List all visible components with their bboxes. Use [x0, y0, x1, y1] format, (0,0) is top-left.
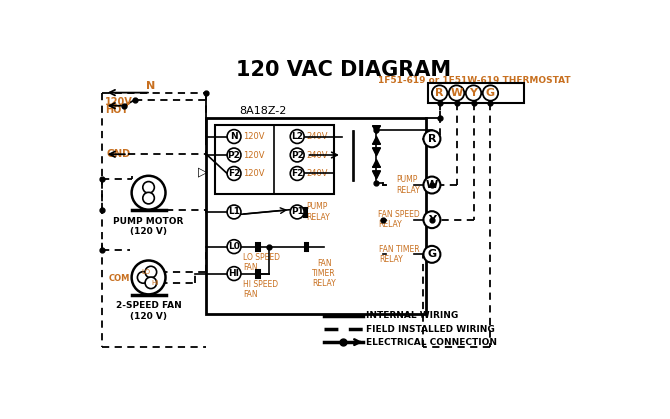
Text: G: G: [486, 88, 495, 98]
Polygon shape: [373, 137, 381, 144]
Text: N: N: [230, 132, 238, 141]
Text: 120V: 120V: [105, 97, 133, 107]
Text: R: R: [436, 88, 444, 98]
Circle shape: [483, 85, 498, 101]
Text: Y: Y: [470, 88, 478, 98]
Text: PUMP
RELAY: PUMP RELAY: [306, 202, 330, 222]
Circle shape: [290, 148, 304, 162]
Text: FAN TIMER
RELAY: FAN TIMER RELAY: [379, 245, 419, 264]
Text: 120V: 120V: [243, 150, 265, 160]
Text: F2: F2: [291, 169, 304, 178]
Polygon shape: [373, 126, 381, 133]
Text: ELECTRICAL CONNECTION: ELECTRICAL CONNECTION: [366, 338, 497, 347]
Circle shape: [227, 129, 241, 143]
Text: FAN
TIMER
RELAY: FAN TIMER RELAY: [312, 259, 336, 288]
Text: N: N: [146, 81, 155, 91]
Text: 8A18Z-2: 8A18Z-2: [239, 106, 286, 116]
Text: PUMP MOTOR
(120 V): PUMP MOTOR (120 V): [113, 217, 184, 236]
Text: LO: LO: [142, 269, 151, 275]
Text: PUMP
RELAY: PUMP RELAY: [396, 175, 419, 195]
Circle shape: [227, 166, 241, 181]
Text: 1F51-619 or 1F51W-619 THERMOSTAT: 1F51-619 or 1F51W-619 THERMOSTAT: [378, 76, 571, 85]
Circle shape: [432, 85, 448, 101]
Text: ▷: ▷: [198, 166, 207, 178]
Text: HI: HI: [152, 280, 159, 286]
Circle shape: [137, 272, 149, 283]
Circle shape: [227, 148, 241, 162]
Circle shape: [423, 130, 440, 147]
Text: F2: F2: [228, 169, 241, 178]
Text: 2-SPEED FAN
(120 V): 2-SPEED FAN (120 V): [116, 301, 182, 321]
Polygon shape: [373, 148, 381, 156]
Circle shape: [290, 129, 304, 143]
Text: 120V: 120V: [243, 169, 265, 178]
Text: 120V: 120V: [243, 132, 265, 141]
Text: R: R: [427, 134, 436, 144]
Circle shape: [423, 176, 440, 194]
Text: HI SPEED
FAN: HI SPEED FAN: [243, 280, 279, 299]
Text: HI: HI: [228, 269, 240, 278]
Text: L1: L1: [228, 207, 240, 217]
Text: 240V: 240V: [306, 150, 328, 160]
Text: L2: L2: [291, 132, 303, 141]
Text: Y: Y: [428, 215, 436, 225]
Text: G: G: [427, 249, 436, 259]
Polygon shape: [373, 160, 381, 167]
Text: FAN SPEED
RELAY: FAN SPEED RELAY: [378, 210, 419, 229]
Text: P1: P1: [291, 207, 304, 217]
Text: L0: L0: [228, 242, 240, 251]
Circle shape: [423, 211, 440, 228]
Text: 120 VAC DIAGRAM: 120 VAC DIAGRAM: [236, 60, 451, 80]
Circle shape: [290, 205, 304, 219]
Circle shape: [131, 176, 165, 210]
Bar: [428, 83, 525, 103]
Text: W: W: [450, 88, 463, 98]
Bar: [215, 125, 334, 194]
Polygon shape: [373, 171, 381, 179]
Text: 240V: 240V: [306, 169, 328, 178]
Text: COM: COM: [109, 274, 130, 283]
Circle shape: [131, 261, 165, 295]
Text: INTERNAL WIRING: INTERNAL WIRING: [366, 311, 459, 321]
Text: FIELD INSTALLED WIRING: FIELD INSTALLED WIRING: [366, 325, 495, 334]
Text: W: W: [426, 180, 438, 190]
Bar: [206, 118, 425, 314]
Text: P2: P2: [228, 150, 241, 160]
Circle shape: [227, 240, 241, 253]
Text: GND: GND: [107, 149, 131, 159]
Text: 240V: 240V: [306, 132, 328, 141]
Circle shape: [227, 205, 241, 219]
Circle shape: [143, 181, 154, 193]
Text: HOT: HOT: [105, 105, 128, 115]
Circle shape: [145, 266, 157, 278]
Text: LO SPEED
FAN: LO SPEED FAN: [243, 253, 280, 272]
Circle shape: [423, 246, 440, 263]
Text: P2: P2: [291, 150, 304, 160]
Circle shape: [227, 266, 241, 280]
Circle shape: [290, 166, 304, 181]
Circle shape: [466, 85, 481, 101]
Circle shape: [145, 277, 157, 289]
Circle shape: [143, 192, 154, 204]
Circle shape: [449, 85, 464, 101]
